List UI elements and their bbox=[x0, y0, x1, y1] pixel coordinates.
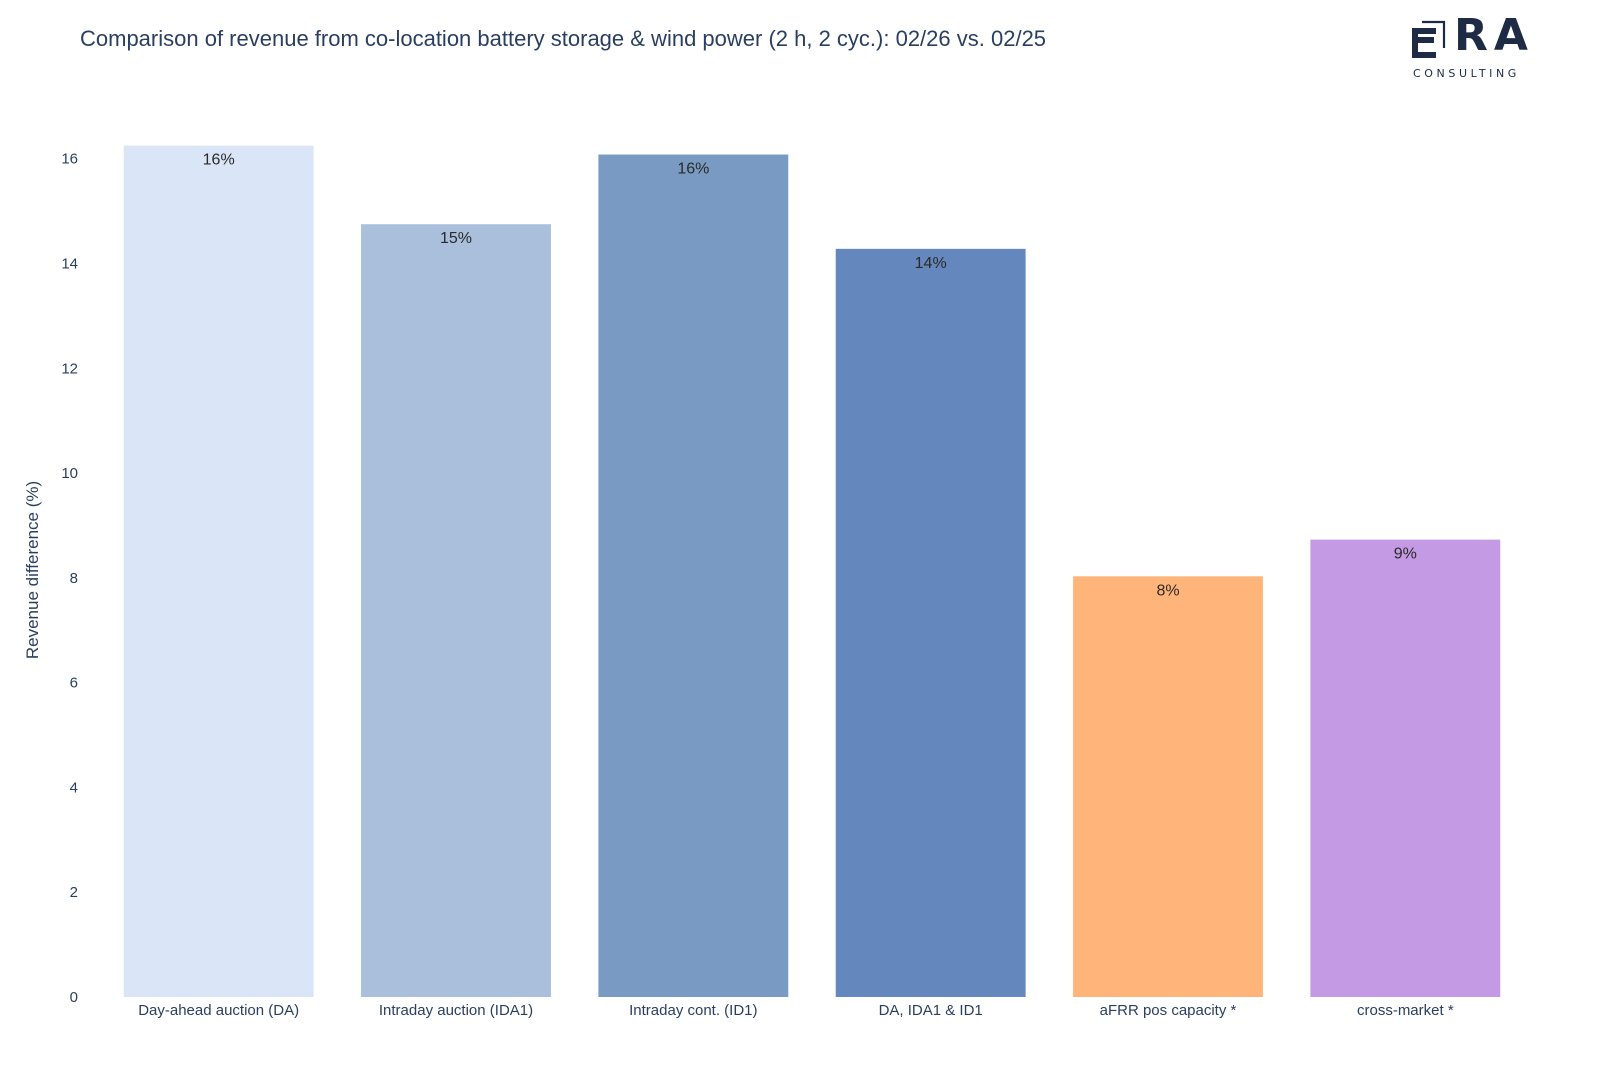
y-tick-label: 12 bbox=[61, 360, 78, 377]
y-tick-label: 2 bbox=[70, 884, 78, 901]
bar-data-label: 14% bbox=[915, 255, 947, 272]
bar[interactable] bbox=[361, 224, 551, 997]
bar-data-label: 9% bbox=[1394, 546, 1417, 563]
y-tick-label: 10 bbox=[61, 465, 78, 482]
x-tick-label: Day-ahead auction (DA) bbox=[138, 1002, 299, 1019]
y-tick-label: 6 bbox=[70, 675, 78, 692]
chart-title: Comparison of revenue from co-location b… bbox=[80, 26, 1047, 51]
y-tick-label: 14 bbox=[61, 256, 78, 273]
x-tick-label: Intraday cont. (ID1) bbox=[629, 1002, 757, 1019]
y-tick-label: 0 bbox=[70, 989, 78, 1006]
x-tick-label: DA, IDA1 & ID1 bbox=[879, 1002, 983, 1019]
bar-data-label: 16% bbox=[677, 161, 709, 178]
bar[interactable] bbox=[1073, 576, 1263, 997]
bar-data-label: 16% bbox=[203, 152, 235, 169]
x-tick-label: cross-market * bbox=[1357, 1002, 1454, 1019]
x-tick-label: aFRR pos capacity * bbox=[1100, 1002, 1237, 1019]
bar[interactable] bbox=[1310, 539, 1501, 997]
bar[interactable] bbox=[598, 154, 789, 998]
bar-data-label: 15% bbox=[440, 230, 472, 247]
bar-data-label: 8% bbox=[1156, 582, 1179, 599]
logo-e-mark-icon bbox=[1412, 20, 1446, 58]
logo-wordmark: RA bbox=[1454, 10, 1534, 61]
logo-subtext: CONSULTING bbox=[1413, 67, 1520, 80]
y-tick-label: 16 bbox=[61, 151, 78, 168]
y-tick-label: 4 bbox=[70, 779, 78, 796]
era-consulting-logo: RA CONSULTING bbox=[1412, 10, 1542, 84]
y-tick-label: 8 bbox=[70, 570, 78, 587]
y-axis-title: Revenue difference (%) bbox=[23, 481, 42, 659]
x-tick-label: Intraday auction (IDA1) bbox=[379, 1002, 533, 1019]
bar[interactable] bbox=[123, 145, 314, 997]
bar[interactable] bbox=[835, 248, 1026, 997]
